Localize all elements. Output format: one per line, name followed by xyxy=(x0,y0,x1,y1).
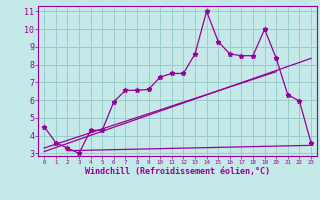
X-axis label: Windchill (Refroidissement éolien,°C): Windchill (Refroidissement éolien,°C) xyxy=(85,167,270,176)
